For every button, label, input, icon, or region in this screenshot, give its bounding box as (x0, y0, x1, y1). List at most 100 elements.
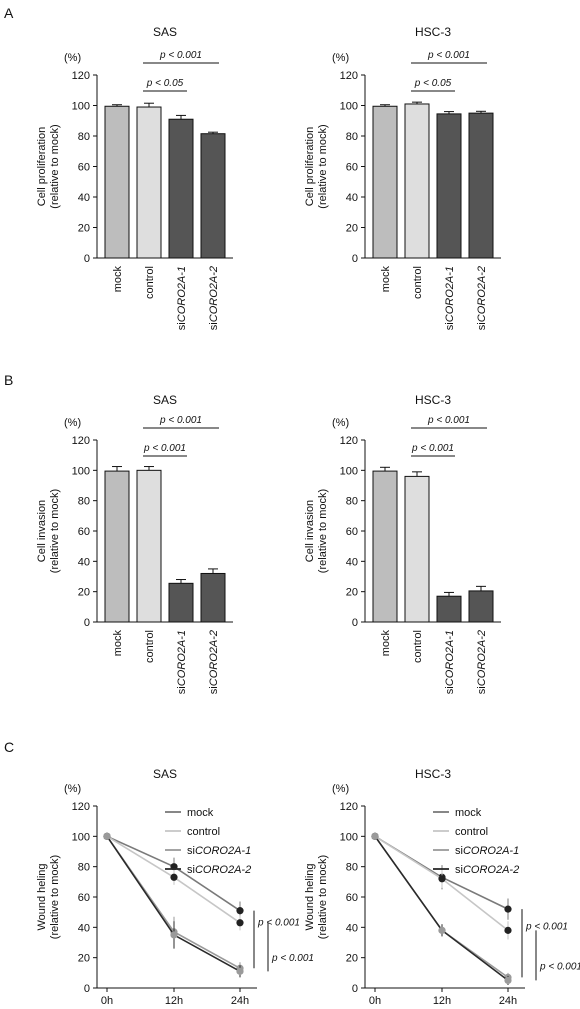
y-axis-label: Cell invasion (304, 500, 316, 562)
y-tick-label: 60 (78, 162, 90, 174)
significance-label: p < 0.001 (539, 961, 580, 972)
y-tick-label: 20 (346, 223, 358, 235)
y-unit-label: (%) (64, 783, 81, 795)
significance-label: p < 0.001 (271, 953, 314, 964)
significance-label: p < 0.001 (411, 443, 454, 454)
category-label: siCORO2A-1 (176, 266, 188, 330)
category-label: siCORO2A-1 (176, 630, 188, 694)
x-tick-label: 0h (101, 995, 113, 1007)
legend-entry: siCORO2A-2 (455, 864, 519, 876)
x-tick-label: 24h (231, 995, 249, 1007)
significance-label: p < 0.05 (146, 78, 184, 89)
bar-0 (104, 470, 130, 623)
series-point (504, 976, 512, 985)
series-point (236, 907, 244, 915)
bar-3 (200, 572, 226, 623)
series-point (170, 873, 178, 881)
legend-entry-prefix: si (455, 845, 463, 857)
significance-label: p < 0.001 (525, 921, 568, 932)
bar-3 (468, 112, 494, 259)
category-label-gene: CORO2A-1 (444, 630, 456, 686)
y-axis-label: (relative to mock) (317, 489, 329, 573)
legend-entry: siCORO2A-2 (187, 864, 251, 876)
legend-entry: mock (455, 807, 482, 819)
panel-letter-c: C (4, 739, 14, 755)
legend-entry-gene: CORO2A-2 (463, 864, 519, 876)
chart-title: HSC-3 (415, 25, 451, 39)
y-axis-label: Cell proliferation (304, 127, 316, 206)
y-unit-label: (%) (332, 52, 349, 64)
category-label: siCORO2A-2 (208, 630, 220, 694)
legend-entry-gene: CORO2A-1 (463, 845, 519, 857)
category-label-prefix: si (476, 322, 488, 330)
y-tick-label: 100 (340, 101, 358, 113)
category-label-gene: CORO2A-2 (208, 266, 220, 322)
y-tick-label: 120 (72, 435, 90, 447)
legend-entry-prefix: si (187, 845, 195, 857)
significance-label: p < 0.05 (414, 78, 452, 89)
y-tick-label: 100 (340, 465, 358, 477)
legend-entry: control (187, 826, 220, 838)
y-tick-label: 120 (340, 70, 358, 82)
category-label: siCORO2A-1 (444, 266, 456, 330)
chart-b-sas: SAS (%) 0 20 40 60 80 100 120 Cell invasion (relat… (36, 393, 233, 694)
category-label-gene: CORO2A-1 (444, 266, 456, 322)
category-label: siCORO2A-2 (476, 630, 488, 694)
y-axis-label: (relative to mock) (49, 855, 61, 939)
category-label: mock (380, 266, 392, 293)
y-tick-label: 100 (340, 831, 358, 843)
bar-1 (404, 103, 430, 259)
significance-label: p < 0.001 (143, 443, 186, 454)
y-tick-label: 80 (78, 496, 90, 508)
legend-entry-gene: CORO2A-1 (195, 845, 251, 857)
chart-a-sas: SAS (%) 0 20 40 60 80 100 120 Cell proliferation(… (36, 25, 233, 330)
y-tick-label: 80 (346, 862, 358, 874)
significance-label: p < 0.001 (159, 415, 202, 426)
chart-title: SAS (153, 393, 177, 407)
category-label: control (144, 266, 156, 299)
category-label-prefix: si (444, 686, 456, 694)
panel-letter-a: A (4, 5, 14, 21)
bar-2 (168, 118, 194, 259)
series-point (170, 931, 178, 939)
category-label-gene: CORO2A-2 (476, 630, 488, 686)
category-label-prefix: si (476, 686, 488, 694)
y-axis-label: (relative to mock) (317, 855, 329, 939)
y-tick-label: 40 (78, 556, 90, 568)
bar-3 (200, 133, 226, 259)
y-tick-label: 100 (72, 465, 90, 477)
chart-b-hsc-3: HSC-3 (%) 0 20 40 60 80 100 120 Cell invasion (rel… (304, 393, 501, 694)
y-tick-label: 60 (78, 526, 90, 538)
y-tick-label: 80 (346, 131, 358, 143)
y-axis-label: (relative to mock) (317, 124, 329, 208)
bar-1 (404, 475, 430, 623)
significance-label: p < 0.001 (427, 50, 470, 61)
y-unit-label: (%) (332, 783, 349, 795)
legend-entry-gene: CORO2A-2 (195, 864, 251, 876)
category-label: control (412, 630, 424, 663)
y-tick-label: 0 (352, 617, 358, 629)
y-axis-label: Cell proliferation (36, 127, 48, 206)
y-tick-label: 20 (346, 587, 358, 599)
x-tick-label: 24h (499, 995, 517, 1007)
category-label: mock (380, 630, 392, 657)
y-unit-label: (%) (64, 417, 81, 429)
significance-label: p < 0.001 (159, 50, 202, 61)
chart-title: SAS (153, 767, 177, 781)
y-tick-label: 40 (78, 192, 90, 204)
category-label-prefix: si (208, 686, 220, 694)
category-label: siCORO2A-1 (444, 630, 456, 694)
y-axis-label: Cell invasion (36, 500, 48, 562)
y-tick-label: 40 (346, 192, 358, 204)
y-unit-label: (%) (332, 417, 349, 429)
category-label-prefix: si (176, 686, 188, 694)
y-unit-label: (%) (64, 52, 81, 64)
y-tick-label: 100 (72, 831, 90, 843)
bar-0 (104, 105, 130, 259)
y-tick-label: 80 (78, 862, 90, 874)
bar-2 (436, 595, 462, 623)
y-tick-label: 20 (78, 953, 90, 965)
